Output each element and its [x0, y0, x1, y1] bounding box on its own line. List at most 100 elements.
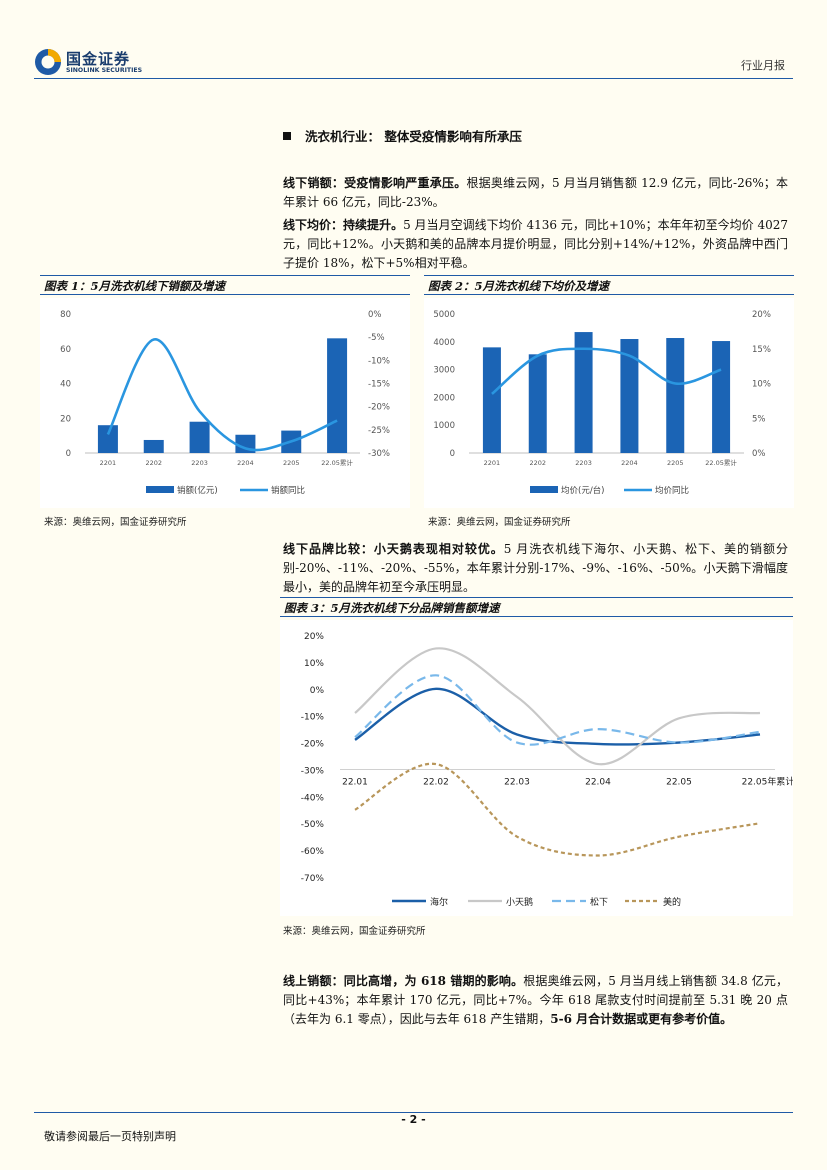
x-tick-label: 22.05年累计 [742, 775, 793, 787]
bar [620, 339, 639, 453]
y-right-tick-label: -30% [368, 449, 390, 459]
y-tick-label: -20% [301, 740, 325, 750]
figure3-source: 来源：奥维云网，国金证券研究所 [283, 926, 426, 937]
line-series [106, 338, 338, 452]
figure1-source: 来源：奥维云网，国金证券研究所 [44, 517, 187, 528]
y-right-tick-label: 20% [752, 310, 771, 320]
section-title-text: 洗衣机行业： 整体受疫情影响有所承压 [305, 129, 522, 144]
report-type: 行业月报 [741, 59, 785, 72]
y-left-tick-label: 3000 [433, 366, 455, 376]
y-right-tick-label: -10% [368, 356, 390, 366]
y-left-tick-label: 4000 [433, 338, 455, 348]
section-title: 洗衣机行业： 整体受疫情影响有所承压 [283, 126, 522, 145]
x-tick-label: 2205 [283, 459, 300, 467]
figure2-chart: 5000 4000 3000 2000 1000 0 20% 15% 10% 5% 0% 2201 22… [424, 298, 794, 508]
figure2-source: 来源：奥维云网，国金证券研究所 [428, 517, 571, 528]
y-left-tick-label: 0 [66, 449, 71, 459]
footer-disclaimer: 敬请参阅最后一页特别声明 [44, 1130, 176, 1143]
figure1-chart: 80 60 40 20 0 0% -5% -10% -15% -20% -25% -30% 2201 22… [40, 298, 410, 508]
figure2-title: 图表 2：5月洗衣机线下均价及增速 [424, 275, 794, 295]
y-left-tick-label: 40 [60, 380, 71, 390]
bar [97, 425, 118, 453]
y-right-tick-label: 5% [752, 414, 766, 424]
para-offline-sales-body: 根据奥维云网，5 月当月销售额 12.9 亿元，同比-26%；本年累计 66 亿… [283, 176, 788, 209]
y-tick-label: 10% [304, 659, 324, 669]
bar [574, 332, 593, 453]
x-tick-label: 22.05累计 [705, 458, 737, 467]
legend-label: 海尔 [430, 896, 448, 908]
logo-cn-text: 国金证券 [66, 50, 131, 68]
y-right-tick-label: -15% [368, 380, 390, 390]
figure1-title: 图表 1：5月洗衣机线下销额及增速 [40, 275, 410, 295]
bar [712, 341, 731, 453]
y-right-tick-label: 0% [752, 449, 766, 459]
para-brand: 线下品牌比较：小天鹅表现相对较优。5 月洗衣机线下海尔、小天鹅、松下、美的销额分… [283, 540, 788, 597]
legend-label: 美的 [663, 896, 681, 908]
y-tick-label: -70% [301, 874, 325, 884]
x-tick-label: 2201 [100, 459, 117, 467]
line-series [491, 347, 722, 395]
bar [482, 347, 501, 453]
para-online-tail: 5-6 月合计数据或更有参考价值。 [550, 1012, 733, 1026]
bar [189, 421, 210, 453]
para-offline-sales-lead: 线下销额：受疫情影响严重承压。 [283, 176, 467, 190]
y-left-tick-label: 20 [60, 414, 71, 424]
y-tick-label: 0% [310, 686, 325, 696]
figure3-chart: 20% 10% 0% -10% -20% -30% -40% -50% -60% -70% 22.0… [280, 620, 793, 916]
bar [327, 338, 348, 453]
para-online-lead: 线上销额：同比高增，为 618 错期的影响。 [283, 974, 524, 988]
bar [528, 354, 547, 453]
x-tick-label: 2204 [621, 459, 638, 467]
x-tick-label: 2201 [484, 459, 501, 467]
x-tick-label: 2203 [575, 459, 592, 467]
para-offline-sales: 线下销额：受疫情影响严重承压。根据奥维云网，5 月当月销售额 12.9 亿元，同… [283, 174, 788, 212]
y-right-tick-label: 10% [752, 380, 771, 390]
y-tick-label: -30% [301, 766, 325, 776]
para-brand-body: 5 月洗衣机线下海尔、小天鹅、松下、美的销额分别-20%、-11%、-20%、-… [283, 542, 788, 594]
bar [143, 439, 164, 453]
y-right-tick-label: -5% [368, 333, 385, 343]
y-tick-label: -60% [301, 847, 325, 857]
line-series-3 [354, 762, 761, 857]
y-left-tick-label: 2000 [433, 393, 455, 403]
x-tick-label: 2203 [191, 459, 208, 467]
y-left-tick-label: 60 [60, 345, 71, 355]
y-left-tick-label: 0 [450, 449, 455, 459]
y-tick-label: -40% [301, 793, 325, 803]
legend-line-label: 均价同比 [655, 485, 689, 496]
y-tick-label: 20% [304, 632, 324, 642]
legend-label: 小天鹅 [506, 896, 533, 908]
x-tick-label: 22.04 [585, 777, 611, 787]
logo-en-text: SINOLINK SECURITIES [66, 67, 143, 74]
header-divider [34, 78, 793, 79]
x-tick-label: 2205 [667, 459, 684, 467]
para-offline-price-body: 5 月当月空调线下均价 4136 元，同比+10%；本年年初至今均价 4027 … [283, 218, 788, 270]
y-right-tick-label: -20% [368, 403, 390, 413]
legend-bar-label: 均价(元/台) [561, 485, 605, 496]
para-offline-price: 线下均价：持续提升。5 月当月空调线下均价 4136 元，同比+10%；本年年初… [283, 216, 788, 273]
legend-bar-label: 销额(亿元) [177, 485, 218, 496]
x-tick-label: 22.03 [504, 777, 530, 787]
y-right-tick-label: -25% [368, 426, 390, 436]
para-brand-lead: 线下品牌比较：小天鹅表现相对较优。 [283, 542, 504, 556]
footer-divider [34, 1112, 793, 1113]
figure3-title: 图表 3：5月洗衣机线下分品牌销售额增速 [280, 597, 793, 617]
bar [666, 338, 685, 453]
y-tick-label: -10% [301, 713, 325, 723]
y-left-tick-label: 80 [60, 310, 71, 320]
y-left-tick-label: 5000 [433, 310, 455, 320]
legend-line-label: 销额同比 [271, 485, 305, 496]
para-offline-price-lead: 线下均价：持续提升。 [283, 218, 404, 232]
logo-icon [35, 49, 61, 75]
para-online-body: 根据奥维云网，5 月当月线上销售额 34.8 亿元，同比+43%；本年累计 17… [283, 974, 788, 1026]
y-left-tick-label: 1000 [433, 421, 455, 431]
x-tick-label: 22.05 [666, 777, 692, 787]
y-right-tick-label: 0% [368, 310, 382, 320]
bullet-square-icon [283, 131, 291, 140]
x-tick-label: 22.02 [423, 777, 449, 787]
line-series-2 [354, 674, 761, 746]
y-right-tick-label: 15% [752, 345, 771, 355]
legend-label: 松下 [590, 896, 608, 908]
company-logo: 国金证券 SINOLINK SECURITIES [34, 46, 154, 78]
para-online: 线上销额：同比高增，为 618 错期的影响。根据奥维云网，5 月当月线上销售额 … [283, 972, 788, 1029]
